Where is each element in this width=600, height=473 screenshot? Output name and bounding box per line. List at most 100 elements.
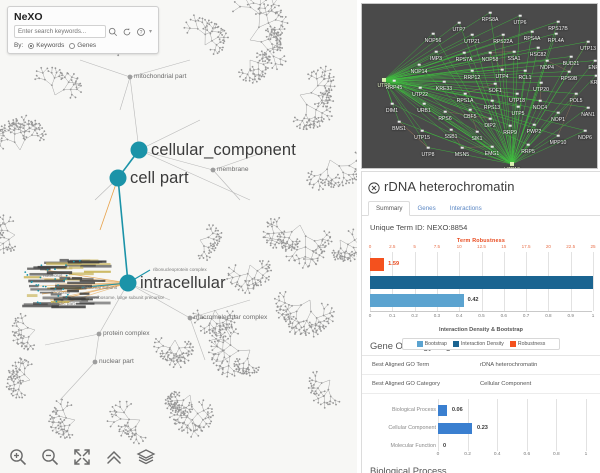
- gene-node-label[interactable]: RPS22A: [493, 39, 513, 45]
- ontology-tree-view[interactable]: mitochondrial part membrane protein comple…: [0, 0, 357, 473]
- gene-node[interactable]: [493, 82, 497, 85]
- gene-node-label[interactable]: PWP2: [526, 129, 542, 135]
- gene-node[interactable]: [418, 86, 422, 89]
- gene-node-label[interactable]: NAN1: [581, 112, 595, 118]
- gene-node[interactable]: [567, 70, 571, 73]
- tab-interactions[interactable]: Interactions: [449, 205, 482, 212]
- gene-node-label[interactable]: UTP7: [452, 27, 466, 33]
- gene-node-label[interactable]: UTP18: [509, 98, 525, 104]
- gene-node-label[interactable]: ENP1: [588, 65, 597, 71]
- gene-node-label[interactable]: RPS7A: [455, 57, 473, 63]
- tree-node-label[interactable]: preribosome, large subunit precursor: [89, 295, 165, 300]
- gene-node-label[interactable]: DIP2: [484, 123, 496, 129]
- gene-node[interactable]: [475, 130, 479, 133]
- gene-node[interactable]: [556, 20, 560, 23]
- tree-highlighted-node-label[interactable]: cellular_component: [151, 141, 296, 159]
- search-panel[interactable]: NeXO ? ▾ By: Keywords Genes: [7, 6, 159, 54]
- tree-node-label[interactable]: membrane: [217, 166, 249, 173]
- gene-node[interactable]: [569, 55, 573, 58]
- gene-node-label[interactable]: MSN5: [454, 152, 470, 158]
- gene-hub-node[interactable]: [382, 78, 386, 82]
- gene-node-label[interactable]: NOP4: [540, 65, 554, 71]
- gene-node-label[interactable]: UTP8: [421, 152, 435, 158]
- gene-node[interactable]: [434, 50, 438, 53]
- gene-node[interactable]: [583, 129, 587, 132]
- gene-node-label[interactable]: NOC4: [532, 105, 548, 111]
- gene-node-label[interactable]: RPS13: [483, 105, 501, 111]
- term-detail-panel[interactable]: rDNA heterochromatin Summary Genes Inter…: [361, 171, 600, 473]
- gene-node-label[interactable]: UTP15: [414, 135, 430, 141]
- gene-node[interactable]: [470, 33, 474, 36]
- gene-node[interactable]: [586, 40, 590, 43]
- collapse-button[interactable]: [104, 447, 124, 467]
- gene-node-label[interactable]: POL5: [569, 98, 583, 104]
- gene-node[interactable]: [586, 106, 590, 109]
- gene-node[interactable]: [490, 145, 494, 148]
- radio-keywords[interactable]: [28, 42, 35, 49]
- gene-node-label[interactable]: RRP12: [463, 75, 481, 81]
- gene-node-label[interactable]: IMP3: [430, 56, 442, 62]
- gene-node[interactable]: [490, 99, 494, 102]
- gene-node[interactable]: [431, 32, 435, 35]
- gene-node[interactable]: [460, 146, 464, 149]
- tree-node-label[interactable]: nucleolus: [43, 273, 63, 278]
- gene-node[interactable]: [545, 59, 549, 62]
- gene-node[interactable]: [516, 105, 520, 108]
- gene-node[interactable]: [536, 46, 540, 49]
- gene-node-label[interactable]: RRP9: [503, 130, 517, 136]
- gene-node[interactable]: [392, 79, 396, 82]
- fit-to-screen-button[interactable]: [72, 447, 92, 467]
- tree-node-label[interactable]: nuclear part: [99, 358, 134, 365]
- gene-node[interactable]: [556, 134, 560, 137]
- tab-genes[interactable]: Genes: [417, 205, 436, 212]
- gene-node[interactable]: [574, 92, 578, 95]
- gene-node[interactable]: [470, 69, 474, 72]
- gene-node[interactable]: [554, 32, 558, 35]
- tree-node-label[interactable]: ribosome: [51, 290, 70, 295]
- search-input[interactable]: [14, 25, 106, 38]
- search-icon[interactable]: [106, 25, 120, 38]
- gene-node-label[interactable]: NOP1: [551, 117, 565, 123]
- gene-node-label[interactable]: NOP6: [578, 135, 592, 141]
- gene-node[interactable]: [420, 129, 424, 132]
- gene-node[interactable]: [443, 110, 447, 113]
- gene-node[interactable]: [594, 74, 597, 77]
- gene-node[interactable]: [515, 92, 519, 95]
- tree-node-label[interactable]: cytosolic part: [48, 301, 75, 306]
- gene-node-label[interactable]: RCL1: [518, 75, 532, 81]
- gene-node[interactable]: [538, 99, 542, 102]
- gene-node[interactable]: [508, 124, 512, 127]
- gene-node[interactable]: [457, 21, 461, 24]
- gene-node[interactable]: [526, 143, 530, 146]
- gene-node-label[interactable]: UTP4: [495, 74, 509, 80]
- gene-node[interactable]: [488, 51, 492, 54]
- gene-node[interactable]: [488, 11, 492, 14]
- gene-node-label[interactable]: SIK1: [471, 136, 483, 142]
- gene-node-label[interactable]: UTP22: [412, 92, 428, 98]
- tree-graph-canvas[interactable]: [0, 0, 357, 473]
- gene-node-label[interactable]: KRE33: [435, 86, 453, 92]
- gene-node-label[interactable]: HSC82: [529, 52, 547, 58]
- gene-network-view[interactable]: RPS8A UTP6 UTP7 RPS17B NOP56 UTP21 RPS22A RPS4A…: [361, 3, 598, 169]
- chevron-down-icon[interactable]: ▾: [149, 29, 153, 35]
- gene-node-label[interactable]: BUD21: [562, 61, 580, 67]
- gene-node-label[interactable]: RPS6: [438, 116, 452, 122]
- gene-node-label[interactable]: URB1: [417, 108, 431, 114]
- gene-node[interactable]: [463, 92, 467, 95]
- tree-toolbar[interactable]: [0, 441, 357, 473]
- tree-highlighted-node-label[interactable]: intracellular: [140, 274, 226, 292]
- gene-node-label[interactable]: SSB1: [444, 134, 458, 140]
- gene-node[interactable]: [422, 102, 426, 105]
- gene-node-label[interactable]: RPS9B: [560, 76, 578, 82]
- close-circle-icon[interactable]: [368, 181, 380, 194]
- gene-node-label[interactable]: RPS1A: [456, 98, 474, 104]
- gene-node[interactable]: [593, 59, 597, 62]
- gene-node[interactable]: [523, 69, 527, 72]
- gene-node-label[interactable]: NOP56: [424, 38, 442, 44]
- gene-node-label[interactable]: UTP20: [533, 87, 549, 93]
- gene-node-label[interactable]: MPP10: [549, 140, 567, 146]
- gene-node[interactable]: [468, 108, 472, 111]
- gene-node[interactable]: [390, 102, 394, 105]
- gene-node[interactable]: [449, 128, 453, 131]
- gene-node-label[interactable]: RPS4A: [523, 36, 541, 42]
